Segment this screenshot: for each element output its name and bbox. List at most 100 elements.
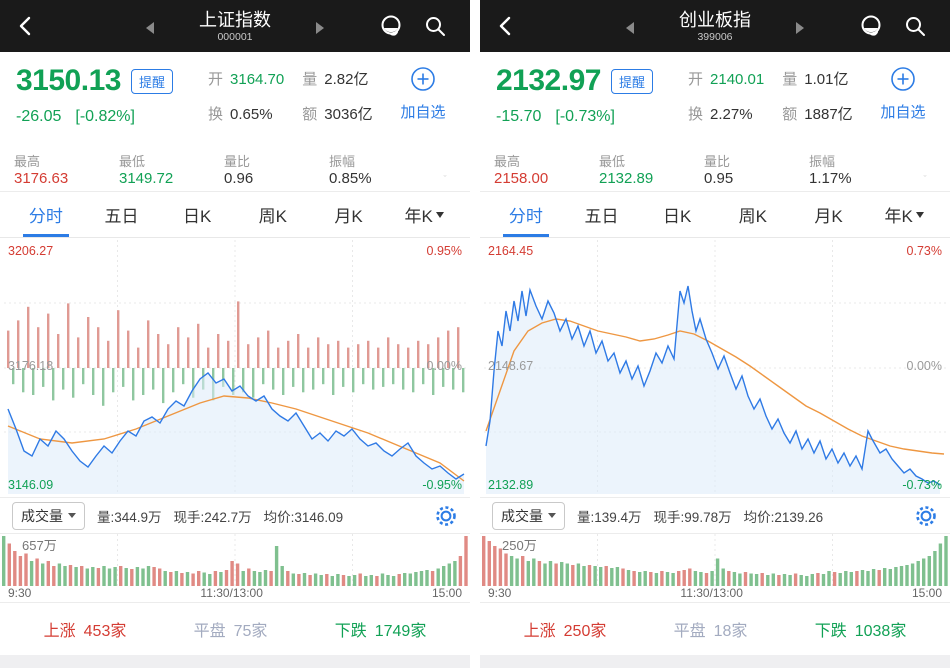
next-stock-icon[interactable]	[796, 22, 804, 34]
tab-yearly-k[interactable]: 年K	[866, 192, 942, 237]
vol-stat-volume: 量:139.4万	[577, 509, 642, 525]
chart-max-pct: 0.95%	[426, 244, 462, 258]
search-icon[interactable]	[902, 13, 928, 39]
volume-max-label: 250万	[502, 538, 537, 553]
advancers-count: 453家	[83, 623, 127, 640]
alert-button[interactable]: 提醒	[130, 68, 173, 94]
price-change-pct: [-0.82%]	[75, 108, 135, 125]
quote-price-block: 3150.13 提醒 -26.05 [-0.82%]	[16, 64, 208, 146]
market-breadth-footer: 上涨 250家 平盘 18家 下跌 1038家	[480, 602, 950, 655]
prev-stock-icon[interactable]	[626, 22, 634, 34]
back-icon[interactable]	[14, 14, 38, 38]
tab-minute[interactable]: 分时	[488, 192, 564, 237]
chart-prevclose-price: 3176.18	[8, 359, 54, 373]
expand-chevron-icon[interactable]	[434, 165, 456, 177]
high-label: 最高	[494, 153, 521, 169]
time-midday: 11:30/13:00	[200, 586, 263, 600]
decliners-count: 1038家	[854, 623, 907, 640]
indicator-selector[interactable]: 成交量	[492, 501, 565, 530]
volume-stats: 量:344.9万 现手:242.7万 均价:3146.09	[97, 506, 343, 526]
tab-daily-k[interactable]: 日K	[183, 207, 212, 226]
volume-ratio-value: 0.96	[224, 169, 254, 187]
chart-min-price: 3146.09	[8, 478, 54, 492]
advancers-label: 上涨	[43, 623, 76, 640]
open-label: 开	[208, 71, 224, 88]
amount-value: 1887亿	[804, 106, 853, 123]
low-value: 2132.89	[599, 169, 654, 187]
tab-daily-k[interactable]: 日K	[663, 207, 692, 226]
minute-chart[interactable]: 2164.45 0.73% 2148.67 0.00% 2132.89 -0.7…	[480, 238, 950, 497]
quote-section: 2132.97 提醒 -15.70 [-0.73%] 开 2140.01 量 1.0…	[480, 52, 950, 150]
header: 创业板指 399006	[480, 0, 950, 52]
minute-chart[interactable]: 3206.27 0.95% 3176.18 0.00% 3146.09 -0.9…	[0, 238, 470, 497]
volume-label: 量	[782, 71, 798, 88]
caret-down-icon	[915, 212, 924, 222]
volume-label: 量	[302, 71, 318, 88]
add-watchlist-button[interactable]: 加自选	[388, 64, 458, 146]
add-watchlist-label: 加自选	[880, 104, 926, 121]
stock-title: 创业板指	[679, 10, 751, 30]
unchanged-count: 75家	[233, 623, 268, 640]
chart-max-pct: 0.73%	[906, 244, 942, 258]
amount-value: 3036亿	[324, 106, 373, 123]
stats-row: 最高 2158.00 最低 2132.89 量比 0.95 振幅 1.17%	[480, 150, 950, 192]
panel-chinext-index: 创业板指 399006 2132.97 提醒 -15.70	[480, 0, 950, 668]
volume-ratio-label: 量比	[704, 153, 731, 169]
open-value: 3164.70	[230, 71, 285, 88]
header: 上证指数 000001	[0, 0, 470, 52]
tab-five-day[interactable]: 五日	[104, 207, 139, 226]
search-icon[interactable]	[422, 13, 448, 39]
quote-detail-grid: 开 2140.01 量 1.01亿 换 2.27% 额 1887亿	[688, 64, 868, 146]
tab-monthly-k[interactable]: 月K	[814, 207, 843, 226]
volume-pane[interactable]: 250万	[480, 534, 950, 586]
tab-yearly-k[interactable]: 年K	[386, 192, 462, 237]
high-value: 3176.63	[14, 169, 69, 187]
tab-five-day[interactable]: 五日	[584, 207, 619, 226]
caret-down-icon	[548, 513, 556, 522]
current-price: 2132.97	[496, 64, 601, 97]
tab-weekly-k[interactable]: 周K	[738, 207, 768, 226]
advancers-label: 上涨	[523, 623, 556, 640]
unchanged-count: 18家	[713, 623, 748, 640]
decliners-count: 1749家	[374, 623, 427, 640]
customer-service-icon[interactable]	[858, 13, 884, 39]
tab-weekly-k[interactable]: 周K	[258, 207, 288, 226]
alert-button[interactable]: 提醒	[610, 68, 653, 94]
back-icon[interactable]	[494, 14, 518, 38]
tab-minute[interactable]: 分时	[8, 192, 84, 237]
amplitude-value: 0.85%	[329, 169, 372, 187]
settings-gear-icon[interactable]	[434, 504, 458, 528]
unchanged-label: 平盘	[673, 623, 706, 640]
expand-chevron-icon[interactable]	[914, 165, 936, 177]
chart-min-price: 2132.89	[488, 478, 534, 492]
advancers-count: 250家	[563, 623, 607, 640]
period-tabs: 分时 五日 日K 周K 月K 年K	[480, 192, 950, 238]
open-value: 2140.01	[710, 71, 765, 88]
tab-monthly-k[interactable]: 月K	[334, 207, 363, 226]
amplitude-value: 1.17%	[809, 169, 852, 187]
next-stock-icon[interactable]	[316, 22, 324, 34]
price-change: -15.70	[496, 108, 542, 125]
volume-pane[interactable]: 657万	[0, 534, 470, 586]
high-value: 2158.00	[494, 169, 549, 187]
prev-stock-icon[interactable]	[146, 22, 154, 34]
customer-service-icon[interactable]	[378, 13, 404, 39]
volume-ratio-label: 量比	[224, 153, 251, 169]
market-breadth-footer: 上涨 453家 平盘 75家 下跌 1749家	[0, 602, 470, 655]
quote-price-block: 2132.97 提醒 -15.70 [-0.73%]	[496, 64, 688, 146]
time-close: 15:00	[911, 586, 942, 600]
header-title-block: 上证指数 000001	[0, 9, 470, 43]
time-open: 9:30	[488, 586, 512, 600]
volume-max-label: 657万	[22, 538, 57, 553]
indicator-selector[interactable]: 成交量	[12, 501, 85, 530]
period-tabs: 分时 五日 日K 周K 月K 年K	[0, 192, 470, 238]
settings-gear-icon[interactable]	[914, 504, 938, 528]
quote-detail-grid: 开 3164.70 量 2.82亿 换 0.65% 额 3036亿	[208, 64, 388, 146]
chart-max-price: 2164.45	[488, 244, 534, 258]
add-watchlist-button[interactable]: 加自选	[868, 64, 938, 146]
plus-circle-icon	[891, 67, 915, 91]
time-axis: 9:30 11:30/13:00 15:00	[0, 586, 470, 602]
add-watchlist-label: 加自选	[400, 104, 446, 121]
time-close: 15:00	[431, 586, 462, 600]
